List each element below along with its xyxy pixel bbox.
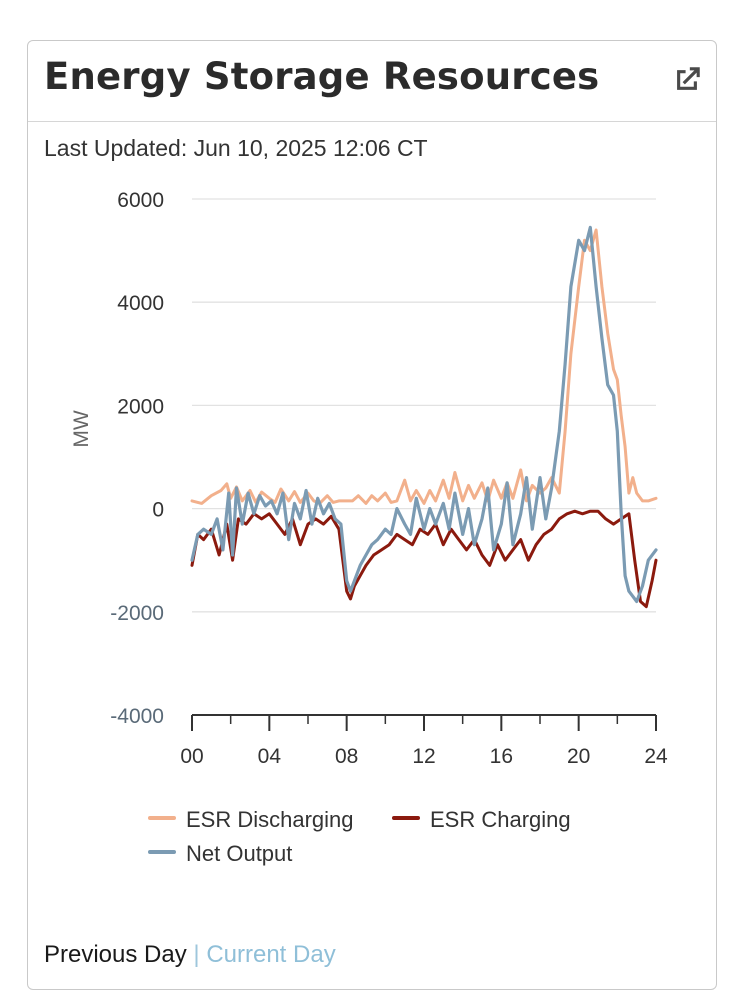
legend-swatch-discharging (148, 816, 176, 821)
card-title: Energy Storage Resources (44, 55, 600, 98)
y-tick-label: -2000 (110, 602, 164, 625)
last-updated: Last Updated: Jun 10, 2025 12:06 CT (44, 135, 428, 161)
x-tick-label: 16 (490, 745, 513, 768)
series-line-net-output (190, 225, 658, 604)
legend-item-net-output[interactable]: Net Output (148, 841, 292, 867)
esr-line-chart: 6000 4000 2000 0 -2000 -4000 MW 00 04 08 12 16 20 24 (70, 189, 668, 768)
legend-swatch-charging (392, 816, 420, 821)
x-tick-label: 12 (412, 745, 435, 768)
y-tick-label: 2000 (117, 395, 164, 418)
previous-day-link[interactable]: Previous Day (44, 941, 187, 968)
y-tick-label: 0 (152, 499, 164, 522)
legend-label-net-output: Net Output (186, 841, 293, 866)
x-tick-label: 20 (567, 745, 590, 768)
day-switcher: Previous Day | Current Day (44, 941, 336, 969)
series-line-charging (190, 509, 658, 609)
legend-label-discharging: ESR Discharging (186, 807, 354, 832)
x-tick-label: 04 (258, 745, 282, 768)
legend-swatch-net-output (148, 850, 176, 855)
series-line-discharging (190, 228, 658, 505)
legend-label-charging: ESR Charging (430, 807, 571, 832)
day-separator: | (193, 941, 200, 968)
legend-item-discharging[interactable]: ESR Discharging (148, 807, 354, 833)
y-tick-label: -4000 (110, 705, 164, 728)
legend-item-charging[interactable]: ESR Charging (392, 807, 571, 833)
y-axis-label: MW (70, 410, 93, 447)
card-header: Energy Storage Resources (28, 41, 716, 122)
esr-card: Energy Storage Resources Last Updated: J… (27, 40, 717, 990)
x-tick-label: 00 (180, 745, 203, 768)
y-tick-label: 6000 (117, 189, 164, 212)
current-day-link[interactable]: Current Day (206, 941, 336, 968)
x-tick-label: 08 (335, 745, 358, 768)
y-tick-label: 4000 (117, 292, 164, 315)
x-tick-label: 24 (644, 745, 668, 768)
external-link-icon[interactable] (670, 63, 704, 97)
